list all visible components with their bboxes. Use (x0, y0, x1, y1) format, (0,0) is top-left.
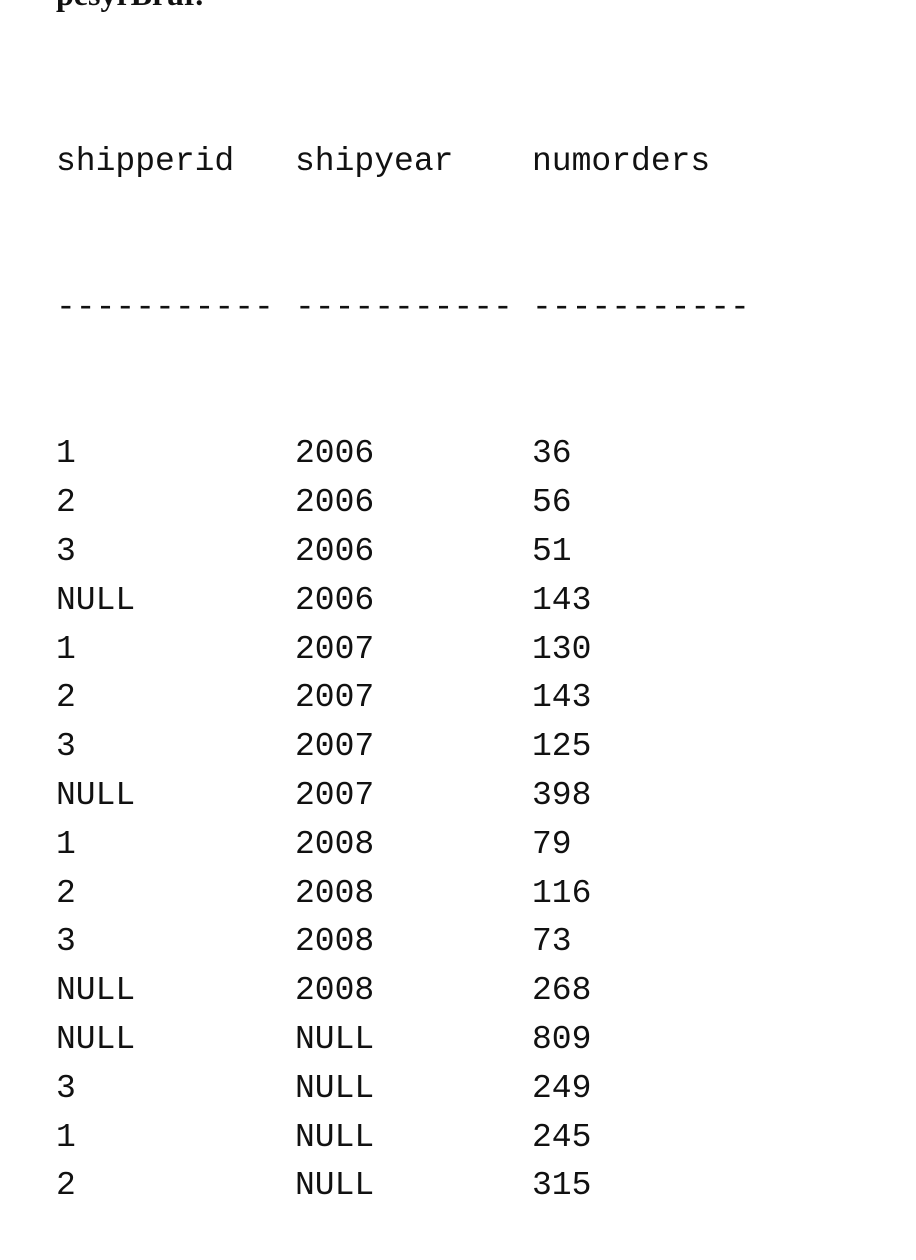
cell-shipyear: NULL (295, 1069, 375, 1107)
table-row: 1 2006 36 (56, 430, 772, 479)
cell-numorders: 143 (532, 581, 592, 619)
table-row: 3 2007 125 (56, 723, 772, 772)
cell-shipperid: 2 (56, 1167, 76, 1205)
cell-shipyear: 2007 (295, 679, 375, 717)
cell-numorders: 79 (532, 825, 572, 863)
table-row: 1 2008 79 (56, 821, 772, 870)
cell-shipyear: 2006 (295, 581, 375, 619)
cell-shipperid: 2 (56, 679, 76, 717)
cell-shipperid: 2 (56, 874, 76, 912)
cell-shipperid: 3 (56, 728, 76, 766)
column-header-shipperid: shipperid (56, 142, 235, 180)
cell-shipyear: 2007 (295, 728, 375, 766)
table-row: 2 2008 116 (56, 870, 772, 919)
table-body: 1 2006 36 2 2006 56 3 2006 51 NULL 2006 143 1 2007 130… (56, 430, 772, 1211)
cell-shipyear: 2007 (295, 630, 375, 668)
cell-shipyear: 2008 (295, 972, 375, 1010)
table-row: NULL 2008 268 (56, 967, 772, 1016)
cell-shipperid: 1 (56, 825, 76, 863)
cell-shipperid: 2 (56, 484, 76, 522)
separator-numorders: ----------- (532, 288, 750, 326)
cell-numorders: 268 (532, 972, 592, 1010)
cell-numorders: 36 (532, 435, 572, 473)
header-row: shipperid shipyear numorders (56, 138, 772, 187)
cell-shipperid: 1 (56, 630, 76, 668)
section-heading: pesyrBrur. (56, 0, 203, 10)
separator-shipyear: ----------- (295, 288, 513, 326)
cell-shipyear: NULL (295, 1020, 375, 1058)
query-result-table: shipperid shipyear numorders -----------… (56, 40, 772, 1260)
cell-shipperid: 1 (56, 1118, 76, 1156)
table-row: 3 2006 51 (56, 528, 772, 577)
cell-shipyear: 2007 (295, 776, 375, 814)
cell-numorders: 398 (532, 776, 592, 814)
cell-numorders: 315 (532, 1167, 592, 1205)
cell-numorders: 809 (532, 1020, 592, 1058)
table-row: 3 NULL 249 (56, 1065, 772, 1114)
table-row: 2 2007 143 (56, 674, 772, 723)
cell-numorders: 51 (532, 532, 572, 570)
cell-numorders: 116 (532, 874, 592, 912)
table-row: NULL NULL 809 (56, 1016, 772, 1065)
cell-shipyear: 2008 (295, 874, 375, 912)
cell-numorders: 130 (532, 630, 592, 668)
cell-numorders: 56 (532, 484, 572, 522)
cell-numorders: 245 (532, 1118, 592, 1156)
cell-shipperid: NULL (56, 581, 136, 619)
table-row: 1 2007 130 (56, 626, 772, 675)
cell-shipperid: 1 (56, 435, 76, 473)
cell-shipperid: 3 (56, 1069, 76, 1107)
cell-numorders: 125 (532, 728, 592, 766)
table-row: 2 2006 56 (56, 479, 772, 528)
separator-row: ----------- ----------- ----------- (56, 284, 772, 333)
table-row: NULL 2006 143 (56, 577, 772, 626)
cell-shipperid: 3 (56, 532, 76, 570)
cell-numorders: 249 (532, 1069, 592, 1107)
cell-shipperid: NULL (56, 972, 136, 1010)
cell-shipyear: NULL (295, 1118, 375, 1156)
cell-numorders: 143 (532, 679, 592, 717)
column-header-numorders: numorders (532, 142, 711, 180)
cell-shipperid: NULL (56, 776, 136, 814)
separator-shipperid: ----------- (56, 288, 274, 326)
table-row: 2 NULL 315 (56, 1162, 772, 1211)
cell-shipyear: 2006 (295, 532, 375, 570)
table-row: 1 NULL 245 (56, 1114, 772, 1163)
cell-shipyear: 2006 (295, 484, 375, 522)
cell-shipyear: NULL (295, 1167, 375, 1205)
cell-shipperid: NULL (56, 1020, 136, 1058)
cell-shipyear: 2008 (295, 825, 375, 863)
table-row: NULL 2007 398 (56, 772, 772, 821)
cell-shipyear: 2006 (295, 435, 375, 473)
column-header-shipyear: shipyear (295, 142, 454, 180)
